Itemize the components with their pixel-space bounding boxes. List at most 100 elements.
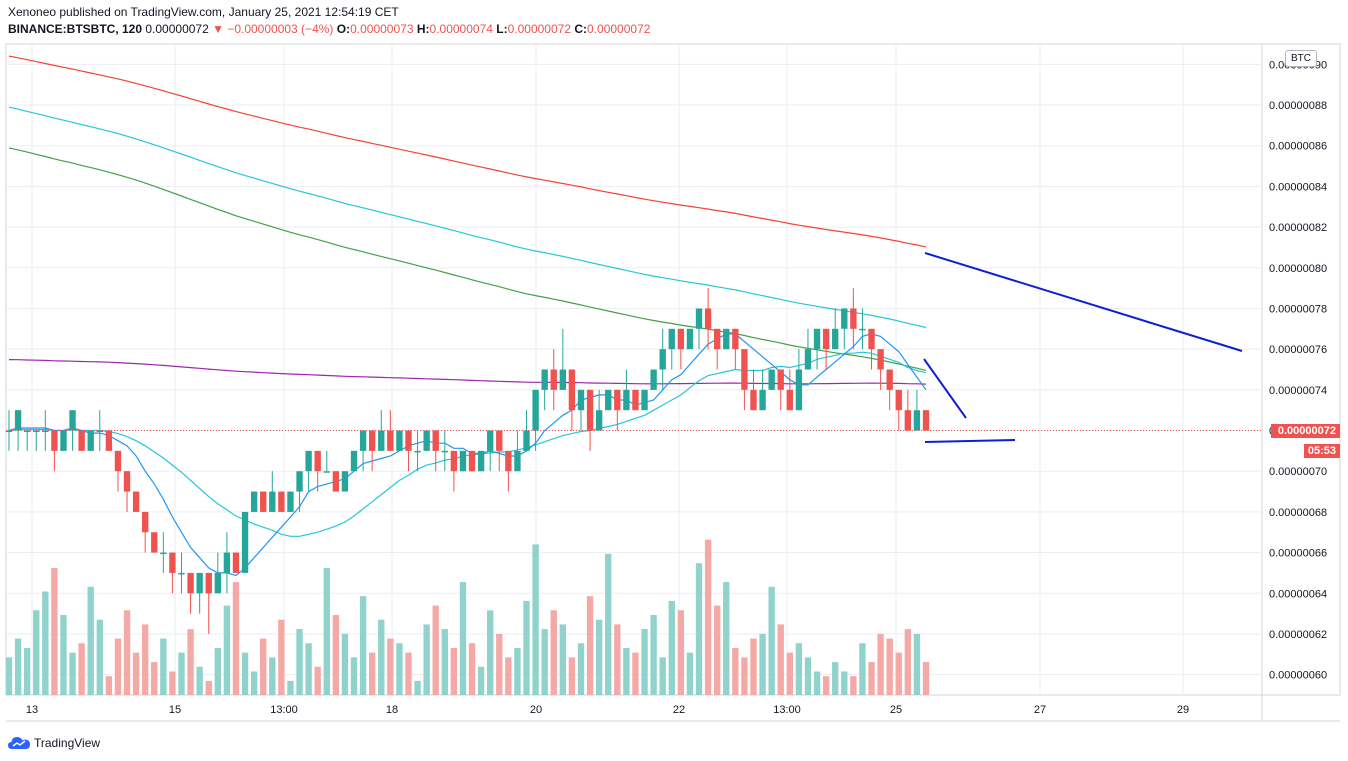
candle-body (586, 389, 594, 431)
volume-bar (496, 633, 503, 695)
candle-body (804, 349, 812, 370)
y-tick-label: 0.00000062 (1269, 629, 1327, 641)
volume-bar (532, 544, 539, 695)
volume-bar (350, 657, 358, 695)
x-tick-label: 15 (169, 704, 181, 716)
volume-bar (550, 610, 557, 695)
brand-label: TradingView (34, 736, 101, 750)
volume-bar (396, 643, 403, 695)
volume-bar (895, 652, 902, 695)
candle-body (123, 471, 131, 492)
candle-body (241, 511, 249, 573)
candle-body (895, 389, 902, 411)
candle-body (532, 389, 539, 431)
candle-body (568, 369, 576, 411)
candle-body (559, 369, 567, 390)
candle-body (14, 410, 22, 431)
candle-body (205, 572, 212, 594)
volume-bar (368, 652, 376, 695)
volume-bar (514, 647, 521, 695)
volume-bar (432, 605, 439, 695)
candle-body (496, 430, 503, 451)
candle-body (232, 552, 240, 573)
tradingview-logo[interactable]: TradingView (8, 736, 100, 750)
candle-body (105, 430, 113, 451)
candle-body (260, 491, 267, 512)
candle-body (350, 450, 358, 472)
y-tick-label: 0.00000078 (1269, 303, 1327, 315)
candle-body (214, 572, 221, 594)
x-tick-label: 20 (530, 704, 542, 716)
candle-body (450, 450, 458, 472)
candle-body (432, 430, 439, 451)
candle-body (5, 430, 13, 433)
volume-bar (250, 671, 258, 695)
candle-body (813, 328, 821, 350)
volume-bar (859, 643, 866, 695)
volume-bar (314, 666, 321, 695)
volume-bar (523, 600, 530, 695)
volume-bar (586, 596, 594, 695)
price-change: ▼ −0.00000003 (−4%) (212, 22, 334, 36)
candle-body (904, 410, 912, 431)
y-tick-label: 0.00000066 (1269, 548, 1327, 560)
candle-body (314, 450, 321, 472)
volume-bar (913, 633, 921, 695)
candle-body (577, 389, 585, 411)
candle-body (868, 328, 875, 350)
candle-body (477, 450, 485, 472)
open-value: 0.00000073 (350, 22, 414, 36)
ma-20-line (8, 351, 927, 537)
candle-body (741, 349, 748, 390)
low-value: 0.00000072 (507, 22, 571, 36)
volume-bar (214, 647, 221, 695)
y-tick-label: 0.00000076 (1269, 344, 1327, 356)
candle-body (378, 430, 385, 451)
candle-body (795, 369, 803, 411)
volume-bar (723, 582, 730, 695)
candle-body (677, 328, 685, 350)
volume-bar (341, 633, 349, 695)
candle-body (269, 491, 276, 512)
candle-body (60, 430, 67, 451)
candle-body (832, 328, 839, 350)
volume-bar (405, 652, 412, 695)
candle-body (151, 532, 158, 553)
x-tick-label: 27 (1034, 704, 1046, 716)
candle-body (595, 410, 603, 431)
candle-body (841, 308, 848, 329)
volume-bar (768, 586, 775, 695)
candle-body (913, 410, 921, 431)
candle-body (250, 491, 258, 512)
candle-body (786, 389, 793, 411)
volume-bar (605, 553, 612, 695)
candle-body (405, 430, 412, 451)
y-tick-label: 0.00000060 (1269, 670, 1327, 682)
candle-body (686, 328, 694, 350)
candle-body (196, 572, 203, 594)
volume-bar (750, 638, 757, 695)
volume-bar (877, 633, 884, 695)
volume-bar (732, 647, 739, 695)
volume-bar (23, 647, 31, 695)
candle-body (368, 430, 376, 451)
symbol-label[interactable]: BINANCE:BTSBTC, 120 (8, 22, 143, 36)
volume-bar (287, 680, 294, 695)
volume-bar (123, 610, 131, 695)
volume-bar (904, 629, 912, 695)
candle-body (42, 430, 49, 433)
x-tick-label: 13:00 (773, 704, 801, 716)
candle-body (69, 410, 76, 431)
trendline-lower (924, 439, 1016, 443)
volume-bar (822, 676, 830, 695)
x-tick-label: 13 (26, 704, 38, 716)
volume-bar (777, 624, 784, 695)
open-label: O: (336, 22, 351, 36)
volume-bar (105, 676, 113, 695)
currency-badge[interactable]: BTC (1285, 50, 1317, 67)
volume-bar (378, 619, 385, 695)
candle-body (659, 349, 666, 370)
candle-body (459, 450, 467, 472)
candle-body (723, 328, 730, 350)
